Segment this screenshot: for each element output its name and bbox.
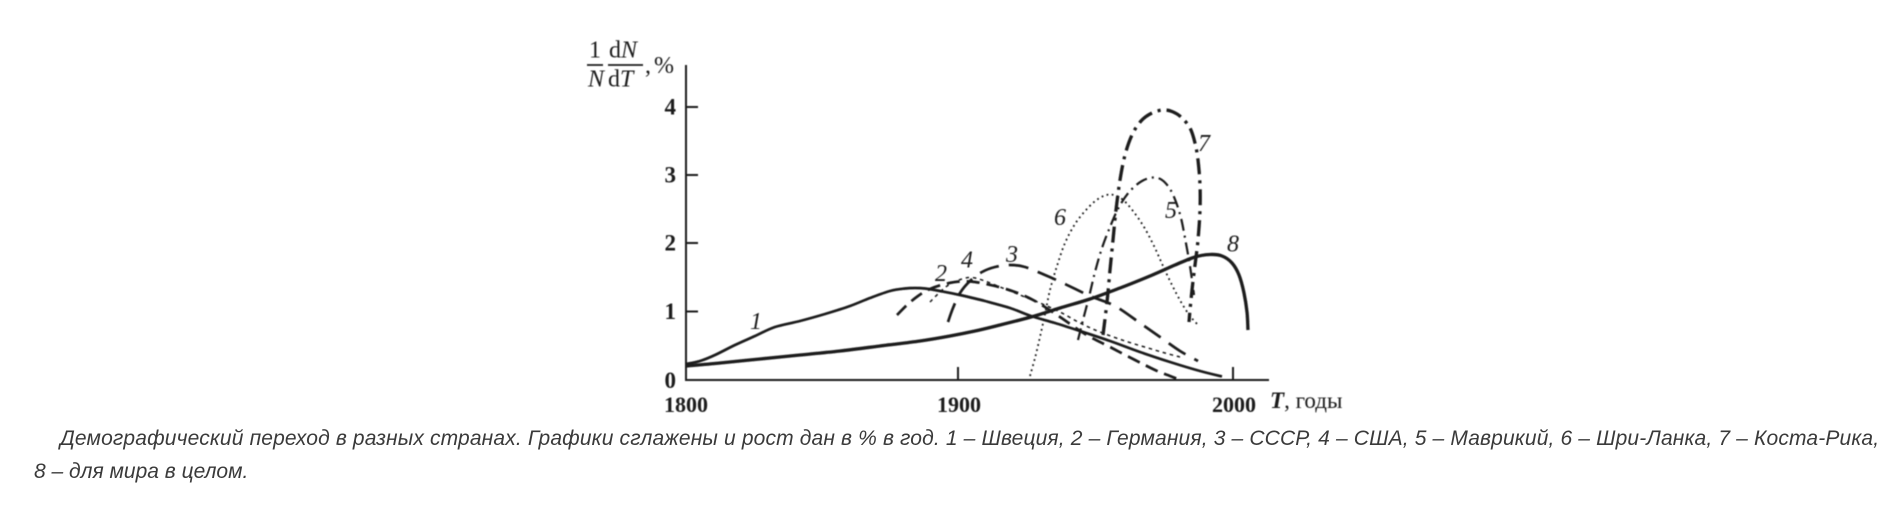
- svg-text:2000: 2000: [1212, 392, 1256, 417]
- svg-text:1: 1: [665, 299, 677, 324]
- svg-text:2: 2: [935, 261, 947, 287]
- svg-text:7: 7: [1198, 131, 1211, 157]
- svg-text:4: 4: [961, 248, 973, 274]
- svg-text:1900: 1900: [937, 392, 981, 417]
- svg-text:dN: dN: [609, 38, 639, 64]
- svg-text:2: 2: [665, 231, 677, 256]
- svg-text:1: 1: [750, 309, 762, 335]
- svg-text:N: N: [587, 67, 606, 93]
- svg-text:6: 6: [1054, 205, 1066, 231]
- svg-text:1: 1: [589, 38, 601, 64]
- svg-text:%: %: [654, 53, 674, 79]
- svg-text:0: 0: [665, 368, 677, 393]
- svg-text:4: 4: [665, 95, 677, 120]
- svg-text:5: 5: [1165, 198, 1177, 224]
- svg-text:,: ,: [645, 53, 651, 79]
- svg-text:8: 8: [1227, 232, 1239, 258]
- svg-text:1800: 1800: [664, 392, 708, 417]
- svg-text:3: 3: [665, 163, 677, 188]
- svg-text:T, годы: T, годы: [1270, 388, 1342, 413]
- svg-text:3: 3: [1005, 242, 1018, 268]
- svg-text:dT: dT: [608, 67, 635, 93]
